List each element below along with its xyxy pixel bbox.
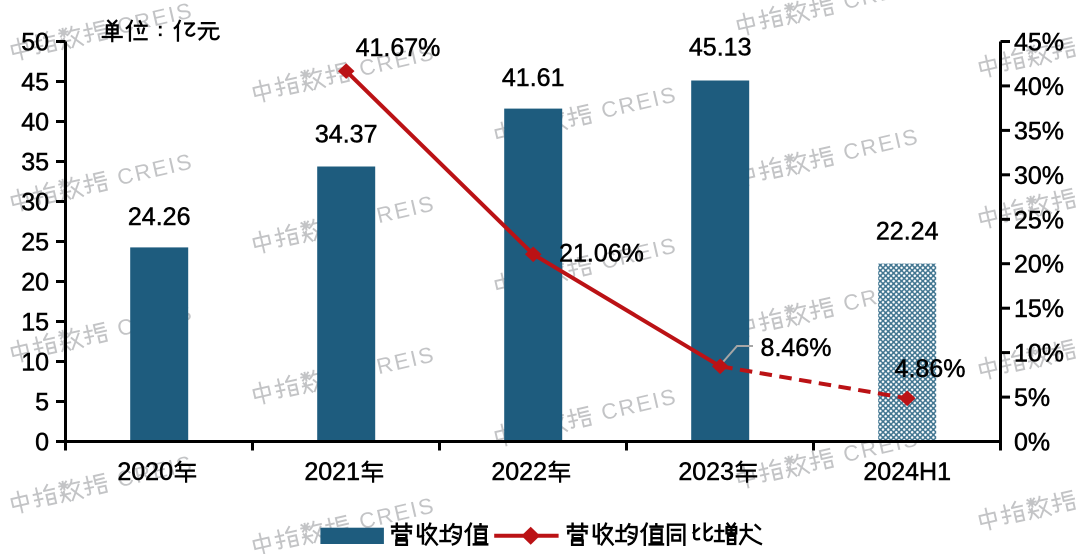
svg-text:2020: 2020 [117,458,173,486]
svg-text:21.06%: 21.06% [559,239,644,267]
svg-text:10%: 10% [1014,340,1064,368]
svg-text:45: 45 [21,69,49,97]
svg-text:24.26: 24.26 [128,203,191,231]
svg-text:22.24: 22.24 [876,218,939,246]
svg-text:25%: 25% [1014,206,1064,234]
svg-text:10: 10 [21,349,49,377]
svg-text:34.37: 34.37 [315,120,378,148]
svg-text:30: 30 [21,189,49,217]
svg-text:5%: 5% [1014,384,1050,412]
svg-text:30%: 30% [1014,162,1064,190]
svg-text:45.13: 45.13 [689,33,752,61]
svg-text:8.46%: 8.46% [761,334,832,362]
svg-text:2021: 2021 [304,458,360,486]
svg-text:40%: 40% [1014,73,1064,101]
svg-text:35: 35 [21,149,49,177]
svg-text:25: 25 [21,229,49,257]
svg-text:40: 40 [21,109,49,137]
svg-text:0: 0 [35,429,49,457]
svg-text:35%: 35% [1014,117,1064,145]
svg-text:2023: 2023 [678,458,734,486]
svg-text:2022: 2022 [491,458,547,486]
svg-text:20: 20 [21,269,49,297]
svg-text:50: 50 [21,29,49,57]
svg-text:2024H1: 2024H1 [863,458,951,486]
svg-text:15: 15 [21,309,49,337]
svg-text:4.86%: 4.86% [895,355,966,383]
svg-text:41.67%: 41.67% [356,34,441,62]
svg-text:5: 5 [35,389,49,417]
svg-text:15%: 15% [1014,295,1064,323]
svg-text:41.61: 41.61 [502,64,565,92]
svg-text:45%: 45% [1014,29,1064,57]
svg-text:20%: 20% [1014,251,1064,279]
svg-text:0%: 0% [1014,429,1050,457]
